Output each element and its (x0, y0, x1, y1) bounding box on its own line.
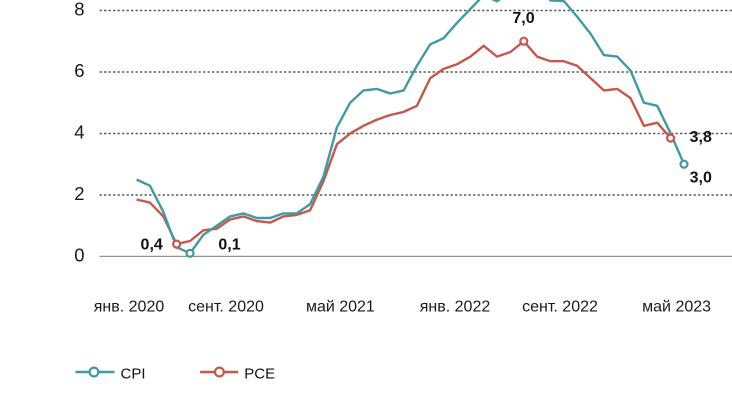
svg-text:3,8: 3,8 (690, 129, 712, 146)
svg-text:янв. 2022: янв. 2022 (420, 298, 491, 315)
svg-text:янв. 2020: янв. 2020 (94, 298, 165, 315)
svg-text:сент. 2022: сент. 2022 (522, 298, 598, 315)
svg-text:8: 8 (74, 0, 84, 20)
svg-text:0: 0 (74, 245, 84, 266)
svg-text:0,1: 0,1 (218, 236, 240, 253)
svg-text:сент. 2020: сент. 2020 (188, 298, 264, 315)
svg-text:PCE: PCE (244, 365, 275, 382)
svg-text:CPI: CPI (121, 365, 146, 382)
svg-text:май 2023: май 2023 (642, 298, 711, 315)
svg-text:2: 2 (74, 183, 84, 204)
svg-text:6: 6 (74, 60, 84, 81)
svg-text:3,0: 3,0 (690, 170, 712, 187)
svg-text:7,0: 7,0 (512, 10, 534, 27)
svg-text:май 2021: май 2021 (306, 298, 375, 315)
svg-text:0,4: 0,4 (141, 236, 163, 253)
svg-text:4: 4 (74, 122, 84, 143)
